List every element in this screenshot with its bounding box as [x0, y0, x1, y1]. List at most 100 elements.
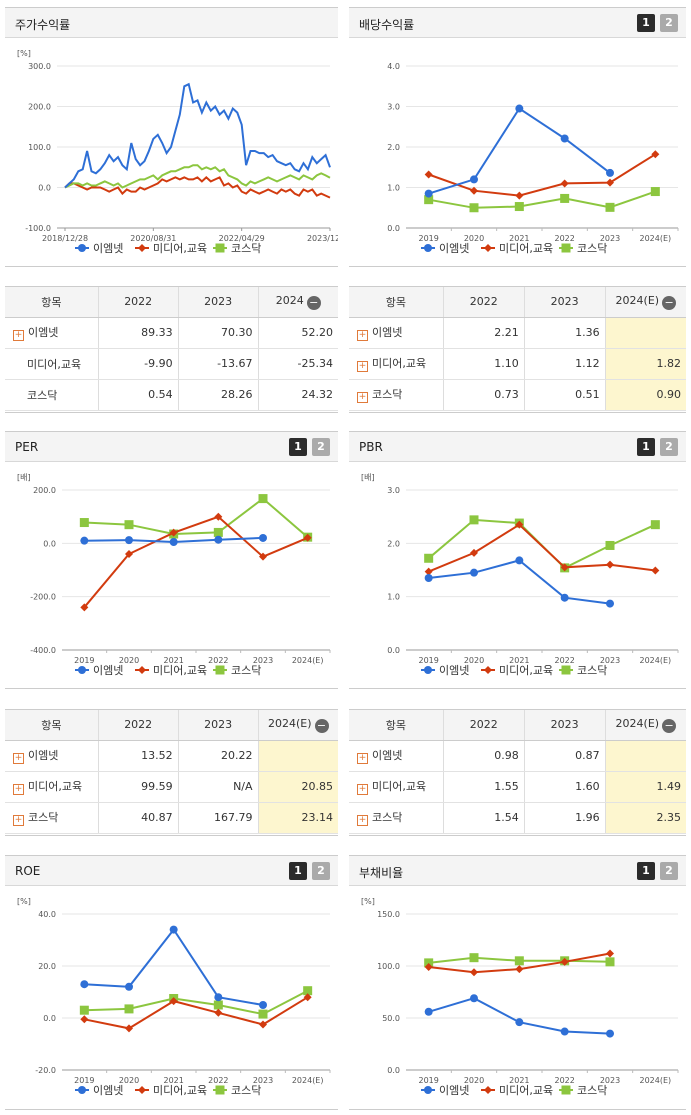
panel-title: 부채비율 — [359, 866, 404, 880]
page-2-button[interactable]: 2 — [660, 438, 678, 456]
expand-icon[interactable]: + — [13, 815, 24, 826]
data-point — [606, 178, 614, 187]
collapse-icon[interactable]: − — [662, 718, 677, 733]
row-name: 코스닥 — [372, 811, 403, 824]
data-point — [125, 536, 133, 545]
page-2-button[interactable]: 2 — [312, 862, 330, 880]
value-cell — [257, 740, 338, 772]
x-tick-label: 2024(E) — [640, 1076, 672, 1085]
expand-icon[interactable]: + — [357, 753, 368, 764]
legend-label: 미디어,교육 — [499, 664, 553, 677]
data-point — [424, 553, 434, 563]
page-1-button[interactable]: 1 — [289, 862, 307, 880]
data-point — [606, 949, 614, 958]
value-cell: 1.55 — [442, 771, 525, 803]
data-point — [138, 666, 146, 674]
page-2-button[interactable]: 2 — [312, 438, 330, 456]
legend-label: 미디어,교육 — [153, 1084, 207, 1097]
table-row: + 이엠넷 0.98 0.87 — [349, 740, 686, 772]
expand-icon[interactable]: + — [13, 330, 24, 341]
y-tick-label: -400.0 — [30, 646, 56, 655]
expand-icon[interactable]: + — [357, 361, 368, 372]
data-point — [484, 666, 492, 674]
x-tick-label: 2021 — [509, 656, 529, 665]
x-tick-label: 2019 — [74, 1076, 94, 1085]
expand-icon[interactable]: + — [357, 784, 368, 795]
page-1-button[interactable]: 1 — [637, 862, 655, 880]
legend-label: 미디어,교육 — [153, 242, 207, 255]
column-header: 2024(E) − — [604, 287, 686, 318]
row-name: 이엠넷 — [372, 749, 403, 762]
column-header: 항목 — [349, 710, 444, 741]
page-2-button[interactable]: 2 — [660, 14, 678, 32]
pbr-table-wrap: 항목 2022 2023 2024(E) − + 이엠넷 0.98 0.87 + 미디어,교육 1.5… — [349, 709, 686, 836]
data-point — [560, 957, 569, 966]
pbr-chart: [배] 3.0 2.0 1.0 0.0 2019 2020 2021 2022 2023 2024(… — [361, 473, 679, 677]
collapse-icon[interactable]: − — [314, 718, 329, 733]
data-point — [124, 1004, 134, 1014]
expand-icon[interactable]: + — [13, 784, 24, 795]
expand-icon[interactable]: + — [357, 815, 368, 826]
y-tick-label: -200.0 — [30, 593, 56, 602]
data-point — [424, 963, 433, 972]
y-tick-label: 0.0 — [387, 1066, 400, 1075]
data-point — [606, 599, 614, 608]
table-row: + 코스닥 1.54 1.96 2.35 — [349, 802, 686, 834]
data-point — [605, 540, 615, 550]
data-point — [303, 986, 313, 996]
series-line — [428, 518, 656, 570]
collapse-icon[interactable]: − — [662, 295, 677, 310]
data-point — [80, 980, 89, 989]
unit-label: [배] — [361, 473, 375, 482]
column-header-label: 2023 — [550, 295, 579, 309]
x-tick-label: 2023/12/28 — [307, 234, 338, 243]
legend-label: 이엠넷 — [439, 664, 469, 677]
value-cell: 40.87 — [97, 802, 179, 834]
stock-return-panel: 주가수익률 [%] 300.0 200.0 100.0 0.0 -100.0 2018/12… — [5, 7, 338, 267]
expand-icon[interactable]: + — [13, 753, 24, 764]
data-point — [125, 1024, 133, 1033]
value-cell: 70.30 — [177, 317, 259, 349]
expand-icon[interactable]: + — [357, 392, 368, 403]
column-header-label: 2023 — [204, 718, 233, 732]
value-cell: 13.52 — [97, 740, 179, 772]
x-tick-label: 2023 — [600, 234, 620, 243]
column-header-label: 항목 — [41, 295, 62, 309]
row-name: 이엠넷 — [372, 326, 403, 339]
value-cell: 1.49 — [604, 771, 686, 803]
y-tick-label: 2.0 — [387, 539, 400, 548]
page-2-button[interactable]: 2 — [660, 862, 678, 880]
data-point — [560, 193, 570, 203]
data-point — [484, 1086, 492, 1094]
data-point — [78, 666, 86, 674]
per-table: 항목 2022 2023 2024(E) − + 이엠넷 13.52 20.22 + 미디어,교육 9… — [5, 710, 338, 834]
row-name-cell: + 코스닥 — [5, 802, 99, 834]
data-point — [259, 533, 267, 542]
column-header-label: 항목 — [41, 718, 62, 732]
data-point — [560, 593, 569, 602]
page-1-button[interactable]: 1 — [289, 438, 307, 456]
column-header-label: 2022 — [124, 295, 153, 309]
page-1-button[interactable]: 1 — [637, 438, 655, 456]
x-tick-label: 2022/04/29 — [219, 234, 265, 243]
expand-icon[interactable]: + — [357, 330, 368, 341]
column-header: 2022 — [97, 710, 179, 741]
data-point — [138, 244, 146, 252]
per-chart: [배]200.0 0.0 -200.0 -400.0 2019 2020 2021 2022 2… — [17, 473, 331, 677]
data-point — [259, 1001, 267, 1009]
collapse-icon[interactable]: − — [306, 295, 321, 310]
value-cell: 1.60 — [523, 771, 606, 803]
x-tick-label: 2024(E) — [640, 656, 672, 665]
y-tick-label: -20.0 — [35, 1066, 56, 1075]
x-tick-label: 2019 — [418, 1076, 438, 1085]
panel-title: 주가수익률 — [15, 18, 71, 32]
page-1-button[interactable]: 1 — [637, 14, 655, 32]
y-tick-label: 0.0 — [43, 1014, 56, 1023]
data-point — [424, 958, 434, 968]
unit-label: [%] — [17, 49, 31, 58]
unit-label: [%] — [17, 897, 31, 906]
data-point — [424, 244, 432, 252]
y-tick-label: 100.0 — [377, 962, 400, 971]
